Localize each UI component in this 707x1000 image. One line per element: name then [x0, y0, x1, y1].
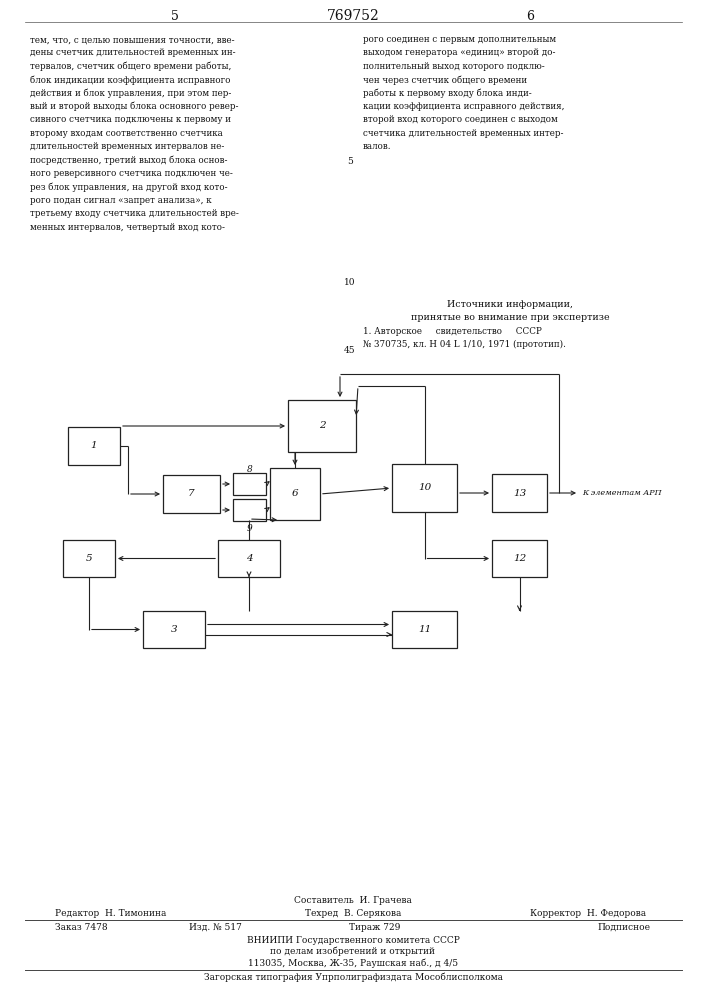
- Text: Подписное: Подписное: [597, 923, 650, 932]
- Bar: [492, 540, 547, 577]
- Text: по делам изобретений и открытий: по делам изобретений и открытий: [271, 947, 436, 956]
- Bar: [68, 427, 120, 465]
- Text: Редактор  Н. Тимонина: Редактор Н. Тимонина: [55, 909, 166, 918]
- Text: Составитель  И. Грачева: Составитель И. Грачева: [294, 896, 412, 905]
- Text: 2: 2: [319, 422, 325, 430]
- Text: ВНИИПИ Государственного комитета СССР: ВНИИПИ Государственного комитета СССР: [247, 936, 460, 945]
- Text: Корректор  Н. Федорова: Корректор Н. Федорова: [530, 909, 646, 918]
- Text: валов.: валов.: [363, 142, 392, 151]
- Text: длительностей временных интервалов не-: длительностей временных интервалов не-: [30, 142, 224, 151]
- Bar: [218, 540, 280, 577]
- Bar: [288, 400, 356, 452]
- Bar: [233, 473, 266, 495]
- Bar: [270, 468, 320, 520]
- Text: 1: 1: [90, 442, 98, 450]
- Bar: [392, 611, 457, 648]
- Text: 8: 8: [247, 466, 252, 475]
- Text: Тираж 729: Тираж 729: [349, 923, 401, 932]
- Text: третьему входу счетчика длительностей вре-: третьему входу счетчика длительностей вр…: [30, 209, 239, 218]
- Text: 13: 13: [513, 488, 526, 497]
- Text: второму входам соответственно счетчика: второму входам соответственно счетчика: [30, 129, 223, 138]
- Bar: [63, 540, 115, 577]
- Text: менных интервалов, четвертый вход кото-: менных интервалов, четвертый вход кото-: [30, 223, 225, 232]
- Text: 769752: 769752: [327, 9, 380, 23]
- Text: полнительный выход которого подклю-: полнительный выход которого подклю-: [363, 62, 545, 71]
- Bar: [392, 464, 457, 512]
- Text: Заказ 7478: Заказ 7478: [55, 923, 107, 932]
- Text: ного реверсивного счетчика подключен че-: ного реверсивного счетчика подключен че-: [30, 169, 233, 178]
- Text: 1. Авторское     свидетельство     СССР: 1. Авторское свидетельство СССР: [363, 327, 542, 336]
- Bar: [143, 611, 205, 648]
- Text: Техред  В. Серякова: Техред В. Серякова: [305, 909, 401, 918]
- Text: 9: 9: [247, 524, 252, 533]
- Text: 3: 3: [170, 625, 177, 634]
- Text: К элементам АРП: К элементам АРП: [582, 489, 662, 497]
- Text: 11: 11: [418, 625, 431, 634]
- Text: 12: 12: [513, 554, 526, 563]
- Text: Загорская типография Упрполиграфиздата Мособлисполкома: Загорская типография Упрполиграфиздата М…: [204, 973, 503, 982]
- Text: 45: 45: [344, 346, 356, 355]
- Text: 10: 10: [344, 278, 356, 287]
- Text: второй вход которого соединен с выходом: второй вход которого соединен с выходом: [363, 115, 558, 124]
- Text: посредственно, третий выход блока основ-: посредственно, третий выход блока основ-: [30, 156, 228, 165]
- Text: рого подан сигнал «запрет анализа», к: рого подан сигнал «запрет анализа», к: [30, 196, 211, 205]
- Text: кации коэффициента исправного действия,: кации коэффициента исправного действия,: [363, 102, 564, 111]
- Text: блок индикации коэффициента исправного: блок индикации коэффициента исправного: [30, 75, 230, 85]
- Text: Источники информации,: Источники информации,: [447, 300, 573, 309]
- Text: дены счетчик длительностей временных ин-: дены счетчик длительностей временных ин-: [30, 48, 235, 57]
- Text: 5: 5: [86, 554, 93, 563]
- Text: тем, что, с целью повышения точности, вве-: тем, что, с целью повышения точности, вв…: [30, 35, 235, 44]
- Text: сивного счетчика подключены к первому и: сивного счетчика подключены к первому и: [30, 115, 231, 124]
- Text: 4: 4: [246, 554, 252, 563]
- Bar: [492, 474, 547, 512]
- Text: 5: 5: [347, 157, 353, 166]
- Text: рого соединен с первым дополнительным: рого соединен с первым дополнительным: [363, 35, 556, 44]
- Bar: [163, 475, 220, 513]
- Text: 6: 6: [292, 489, 298, 498]
- Text: № 370735, кл. H 04 L 1/10, 1971 (прототип).: № 370735, кл. H 04 L 1/10, 1971 (прототи…: [363, 340, 566, 349]
- Bar: [233, 499, 266, 521]
- Text: принятые во внимание при экспертизе: принятые во внимание при экспертизе: [411, 313, 609, 322]
- Text: вый и второй выходы блока основного ревер-: вый и второй выходы блока основного реве…: [30, 102, 238, 111]
- Text: чен через счетчик общего времени: чен через счетчик общего времени: [363, 75, 527, 85]
- Text: Изд. № 517: Изд. № 517: [189, 923, 241, 932]
- Text: действия и блок управления, при этом пер-: действия и блок управления, при этом пер…: [30, 89, 231, 98]
- Text: 5: 5: [171, 9, 179, 22]
- Text: 113035, Москва, Ж-35, Раушская наб., д 4/5: 113035, Москва, Ж-35, Раушская наб., д 4…: [248, 958, 458, 968]
- Text: работы к первому входу блока инди-: работы к первому входу блока инди-: [363, 89, 532, 98]
- Text: тервалов, счетчик общего времени работы,: тервалов, счетчик общего времени работы,: [30, 62, 231, 71]
- Text: выходом генератора «единиц» второй до-: выходом генератора «единиц» второй до-: [363, 48, 556, 57]
- Text: счетчика длительностей временных интер-: счетчика длительностей временных интер-: [363, 129, 563, 138]
- Text: 6: 6: [526, 9, 534, 22]
- Text: 10: 10: [418, 484, 431, 492]
- Text: 7: 7: [188, 489, 195, 498]
- Text: рез блок управления, на другой вход кото-: рез блок управления, на другой вход кото…: [30, 182, 228, 192]
